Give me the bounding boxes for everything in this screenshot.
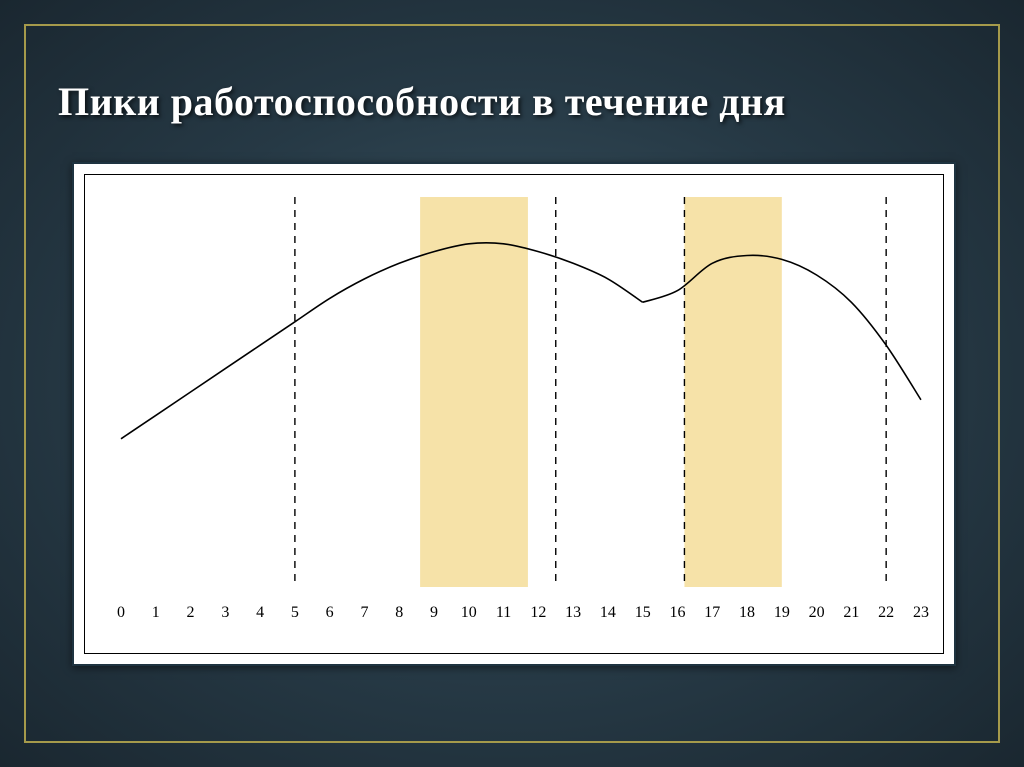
x-axis-label: 22	[878, 604, 894, 621]
productivity-curve	[121, 243, 643, 439]
x-axis-label: 8	[395, 604, 403, 621]
x-axis-label: 20	[809, 604, 825, 621]
x-axis-label: 18	[739, 604, 755, 621]
x-axis-label: 10	[461, 604, 477, 621]
x-axis-label: 3	[221, 604, 229, 621]
x-axis-label: 13	[565, 604, 581, 621]
productivity-chart: 01234567891011121314151617181920212223	[85, 175, 943, 653]
x-axis-label: 15	[635, 604, 651, 621]
x-axis-label: 5	[291, 604, 299, 621]
highlight-band	[684, 197, 781, 587]
x-axis-label: 6	[326, 604, 334, 621]
x-axis-label: 0	[117, 604, 125, 621]
x-axis-label: 17	[704, 604, 720, 621]
x-axis-label: 14	[600, 604, 616, 621]
x-axis-label: 7	[360, 604, 368, 621]
chart-container: 01234567891011121314151617181920212223	[72, 162, 956, 666]
x-axis-label: 16	[669, 604, 685, 621]
x-axis-label: 2	[187, 604, 195, 621]
x-axis-label: 9	[430, 604, 438, 621]
chart-plot-border: 01234567891011121314151617181920212223	[84, 174, 944, 654]
x-axis-label: 19	[774, 604, 790, 621]
slide-title: Пики работоспособности в течение дня	[58, 78, 786, 125]
slide: Пики работоспособности в течение дня 012…	[0, 0, 1024, 767]
highlight-band	[420, 197, 528, 587]
x-axis-label: 11	[496, 604, 511, 621]
x-axis-label: 23	[913, 604, 929, 621]
x-axis-label: 21	[843, 604, 859, 621]
x-axis-label: 1	[152, 604, 160, 621]
x-axis-label: 4	[256, 604, 264, 621]
x-axis-label: 12	[530, 604, 546, 621]
